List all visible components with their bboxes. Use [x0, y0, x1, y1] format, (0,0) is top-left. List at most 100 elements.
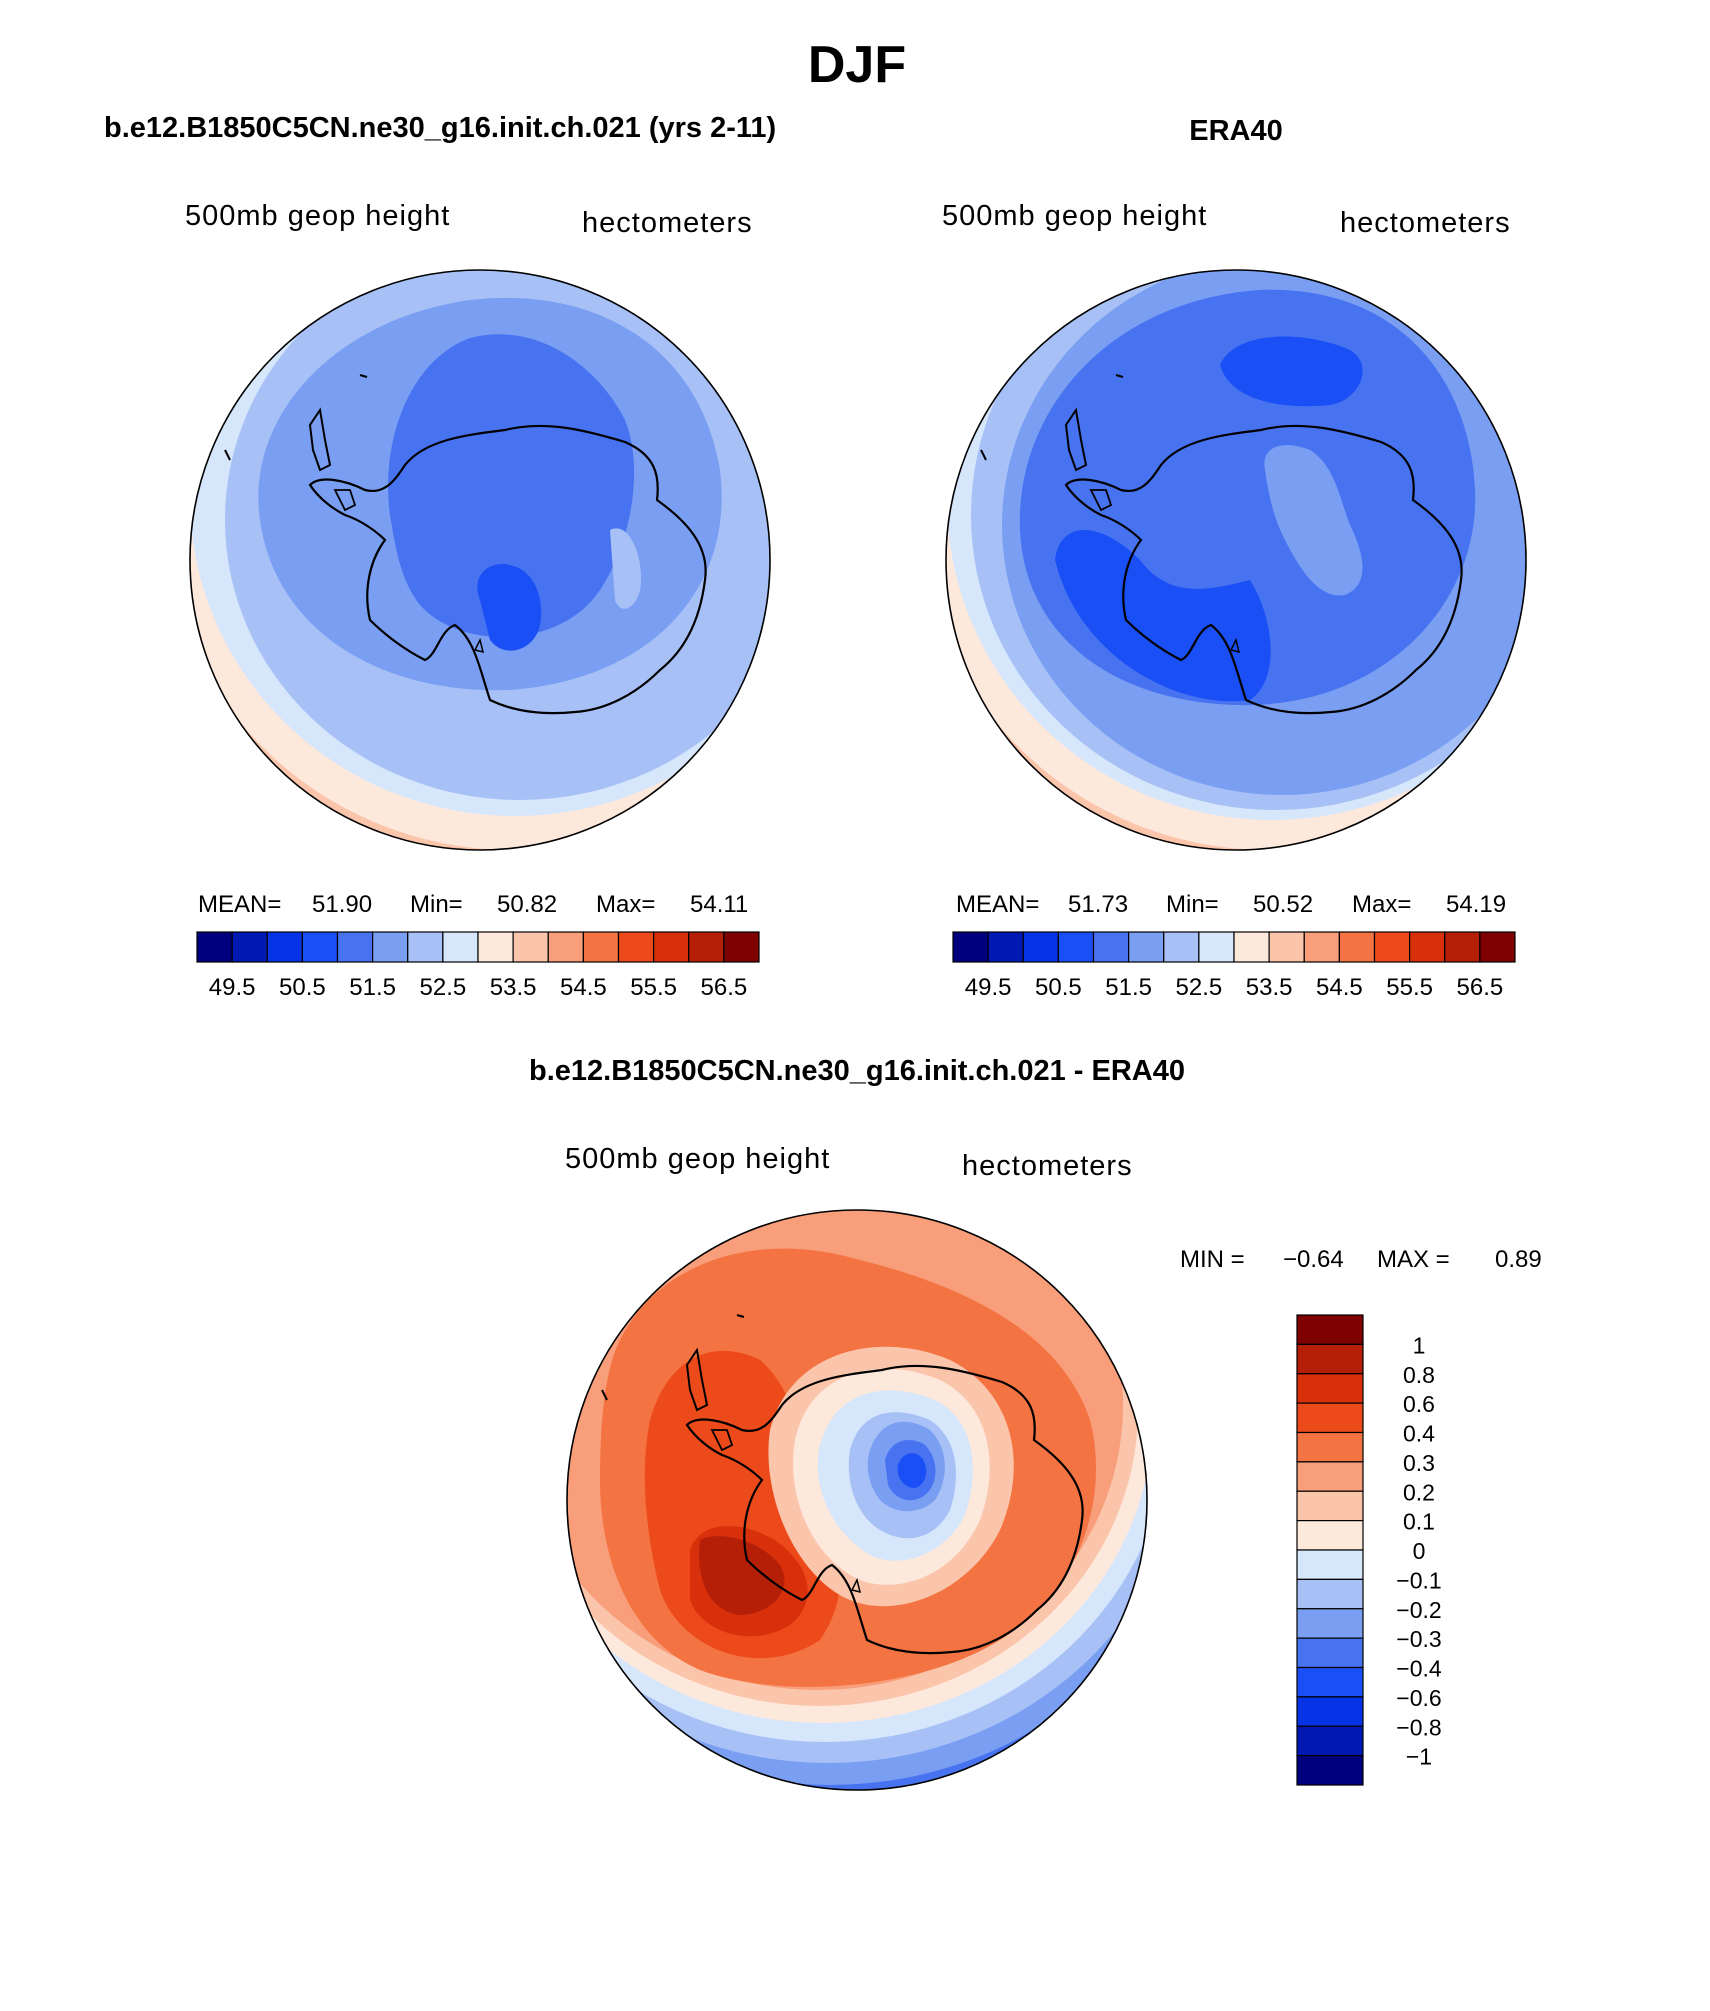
diff-panel-title: b.e12.B1850C5CN.ne30_g16.init.ch.021 - E… — [529, 1055, 1185, 1087]
obs-max-label: Max= — [1352, 891, 1411, 918]
model-colorbar-box — [336, 931, 374, 963]
obs-colorbar-box — [1373, 931, 1411, 963]
diff-colorbar-tick-label: 0.2 — [1403, 1479, 1435, 1505]
obs-colorbar-tick-label: 52.5 — [1176, 974, 1223, 1001]
model-panel-title: b.e12.B1850C5CN.ne30_g16.init.ch.021 (yr… — [104, 112, 776, 144]
diff-colorbar-tick-label: 0.1 — [1403, 1509, 1435, 1535]
diff-map-border — [566, 1209, 1148, 1791]
model-colorbar-tick-label: 52.5 — [420, 974, 467, 1001]
model-colorbar-box — [266, 931, 303, 963]
model-map-border — [189, 269, 771, 851]
obs-map-border — [945, 269, 1527, 851]
obs-mean-value: 51.73 — [1068, 891, 1128, 918]
model-colorbar-box — [688, 931, 725, 963]
model-colorbar-tick-label: 54.5 — [560, 974, 607, 1001]
diff-colorbar-box — [1296, 1461, 1364, 1492]
obs-colorbar-box — [1268, 931, 1305, 963]
model-colorbar-tick-label: 51.5 — [349, 974, 396, 1001]
model-colorbar-box — [547, 931, 584, 963]
obs-colorbar-box — [1479, 931, 1516, 963]
diff-colorbar-box — [1296, 1314, 1364, 1345]
diff-colorbar-box — [1296, 1696, 1364, 1727]
model-stats: MEAN= 51.90 Min= 50.82 Max= 54.11 — [198, 891, 748, 918]
diff-min-value: −0.64 — [1283, 1246, 1344, 1273]
obs-colorbar-box — [1198, 931, 1235, 963]
model-colorbar-box — [301, 931, 339, 963]
model-panel: b.e12.B1850C5CN.ne30_g16.init.ch.021 (yr… — [104, 112, 776, 1001]
model-colorbar-box — [196, 931, 233, 963]
diff-stats: MIN = −0.64 MAX = 0.89 — [1180, 1246, 1542, 1273]
diff-colorbar-box — [1296, 1578, 1364, 1610]
diff-colorbar-tick-label: −0.8 — [1396, 1714, 1441, 1740]
obs-colorbar-box — [1163, 931, 1200, 963]
diff-colorbar-box — [1296, 1608, 1364, 1639]
obs-map — [946, 270, 1526, 850]
obs-colorbar-tick-label: 51.5 — [1105, 974, 1152, 1001]
model-colorbar-tick-label: 56.5 — [701, 974, 748, 1001]
obs-mean-label: MEAN= — [956, 891, 1039, 918]
diff-min-label: MIN = — [1180, 1246, 1245, 1273]
diff-colorbar-box — [1296, 1725, 1364, 1757]
model-colorbar: 49.5 50.5 51.5 52.5 53.5 54.5 55.5 56.5 — [196, 931, 760, 1001]
model-colorbar-box — [512, 931, 549, 963]
diff-colorbar-box — [1296, 1520, 1364, 1551]
model-colorbar-tick-label: 49.5 — [209, 974, 256, 1001]
diff-colorbar-box — [1296, 1549, 1364, 1580]
obs-colorbar-box — [1057, 931, 1095, 963]
diff-colorbar-tick-label: 0.6 — [1403, 1391, 1435, 1417]
obs-colorbar-tick-label: 56.5 — [1457, 974, 1504, 1001]
obs-colorbar: 49.5 50.5 51.5 52.5 53.5 54.5 55.5 56.5 — [952, 931, 1516, 1001]
diff-colorbar-box — [1296, 1402, 1364, 1434]
diff-max-label: MAX = — [1377, 1246, 1450, 1273]
model-mean-label: MEAN= — [198, 891, 281, 918]
model-max-label: Max= — [596, 891, 655, 918]
obs-colorbar-box — [1128, 931, 1165, 963]
diff-colorbar-box — [1296, 1431, 1364, 1463]
obs-panel-title: ERA40 — [1189, 115, 1283, 147]
model-colorbar-box — [477, 931, 514, 963]
obs-colorbar-box — [1233, 931, 1270, 963]
model-colorbar-box — [442, 931, 479, 963]
obs-min-value: 50.52 — [1253, 891, 1313, 918]
diff-colorbar-box — [1296, 1490, 1364, 1522]
diff-map — [567, 1210, 1147, 1790]
model-variable-label: 500mb geop height — [185, 200, 450, 232]
model-min-value: 50.82 — [497, 891, 557, 918]
obs-colorbar-tick-label: 50.5 — [1035, 974, 1082, 1001]
obs-units-label: hectometers — [1340, 207, 1511, 239]
obs-colorbar-tick-label: 53.5 — [1246, 974, 1293, 1001]
model-colorbar-box — [723, 931, 760, 963]
obs-colorbar-tick-label: 49.5 — [965, 974, 1012, 1001]
model-colorbar-box — [582, 931, 620, 963]
obs-colorbar-box — [1092, 931, 1130, 963]
diff-colorbar-tick-label: −0.4 — [1396, 1656, 1442, 1682]
model-colorbar-box — [653, 931, 690, 963]
diff-colorbar-box — [1296, 1373, 1364, 1404]
diff-max-value: 0.89 — [1495, 1246, 1542, 1273]
diff-colorbar-tick-label: −0.6 — [1396, 1685, 1441, 1711]
model-colorbar-box — [372, 931, 409, 963]
diff-colorbar-tick-label: 1 — [1413, 1332, 1426, 1358]
obs-colorbar-box — [1409, 931, 1446, 963]
diff-colorbar-box — [1296, 1343, 1364, 1375]
figure-title: DJF — [808, 36, 906, 94]
diff-colorbar-tick-label: −0.3 — [1396, 1626, 1441, 1652]
obs-min-label: Min= — [1166, 891, 1219, 918]
diff-colorbar-box — [1296, 1755, 1364, 1786]
obs-colorbar-box — [1303, 931, 1340, 963]
obs-colorbar-box — [1338, 931, 1376, 963]
obs-stats: MEAN= 51.73 Min= 50.52 Max= 54.19 — [956, 891, 1506, 918]
obs-colorbar-tick-label: 55.5 — [1386, 974, 1433, 1001]
diff-colorbar-tick-label: 0.4 — [1403, 1421, 1435, 1447]
obs-colorbar-box — [1444, 931, 1481, 963]
model-colorbar-tick-label: 53.5 — [490, 974, 537, 1001]
obs-max-value: 54.19 — [1446, 891, 1506, 918]
diff-variable-label: 500mb geop height — [565, 1143, 830, 1175]
model-colorbar-tick-label: 50.5 — [279, 974, 326, 1001]
diff-colorbar-tick-label: −0.2 — [1396, 1597, 1441, 1623]
diff-colorbar-tick-label: −0.1 — [1396, 1567, 1441, 1593]
obs-colorbar-tick-label: 54.5 — [1316, 974, 1363, 1001]
obs-colorbar-box — [987, 931, 1024, 963]
obs-panel: ERA40 500mb geop height hectometers MEAN… — [942, 115, 1527, 1001]
